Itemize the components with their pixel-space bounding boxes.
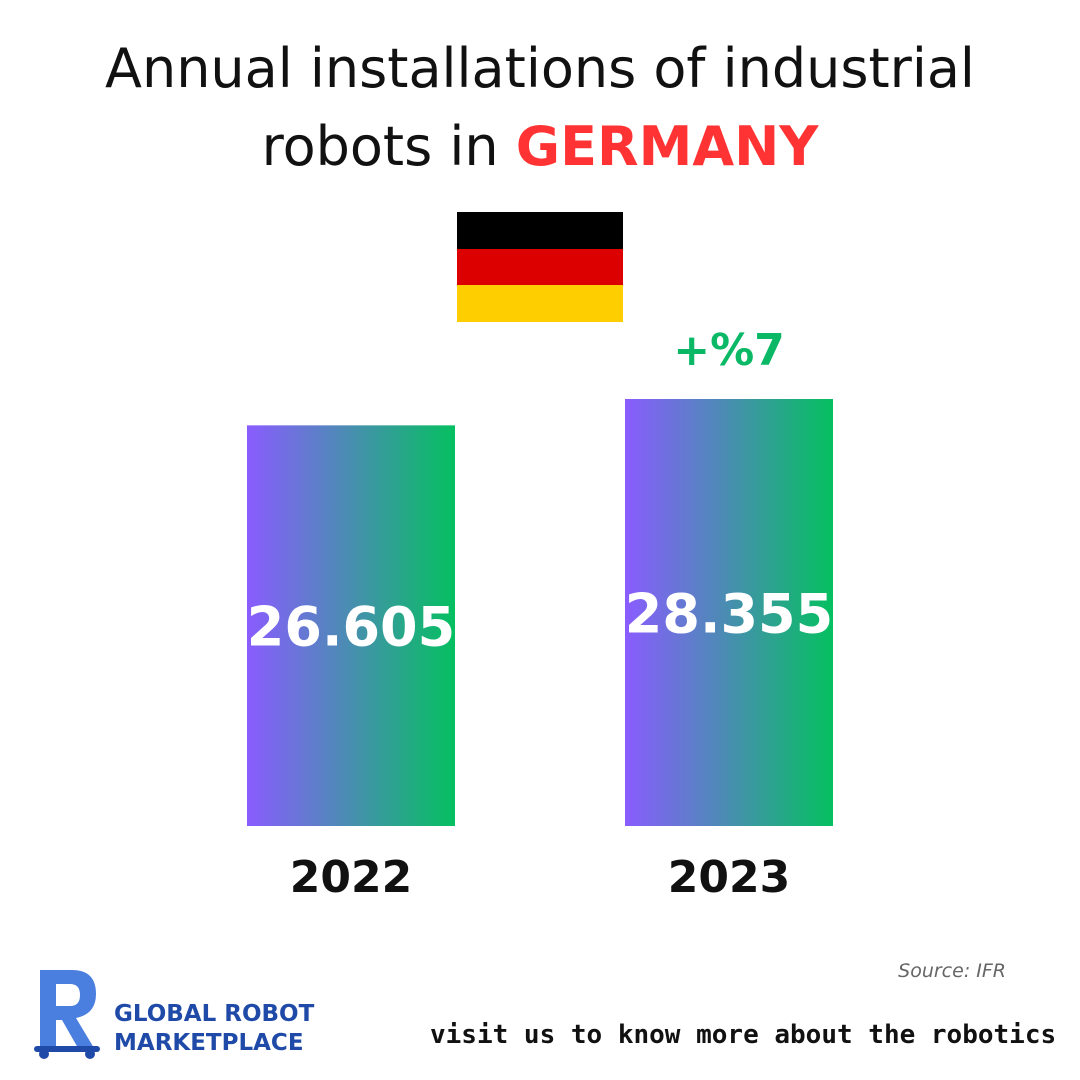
- flag-stripe-gold: [457, 285, 623, 322]
- flag-stripe-red: [457, 248, 623, 286]
- category-label-2023: 2023: [668, 852, 790, 903]
- bar-value-label-2023: 28.355: [625, 583, 833, 646]
- title-line-1: Annual installations of industrial: [105, 37, 975, 100]
- tagline-link[interactable]: visit us to know more about the robotics: [430, 1020, 1057, 1050]
- title-line-2: robots in GERMANY: [0, 108, 1080, 186]
- global-robot-marketplace-logo[interactable]: GLOBAL ROBOT MARKETPLACE: [30, 962, 360, 1062]
- source-note: Source: IFR: [898, 960, 1006, 982]
- logo-line-2: MARKETPLACE: [114, 1030, 304, 1056]
- growth-annotation: +%7: [673, 325, 785, 376]
- robot-letter-r-icon: [34, 970, 100, 1059]
- bar-2022: [247, 425, 455, 826]
- bar-value-label-2022: 26.605: [247, 596, 455, 659]
- logo-wordmark: GLOBAL ROBOT MARKETPLACE: [114, 1000, 314, 1058]
- chart-title: Annual installations of industrial robot…: [0, 30, 1080, 186]
- logo-line-1: GLOBAL ROBOT: [114, 1001, 315, 1027]
- bar-2023: [625, 399, 833, 826]
- title-line-2-prefix: robots in: [261, 115, 516, 178]
- title-country-highlight: GERMANY: [515, 115, 819, 178]
- flag-stripe-black: [457, 212, 623, 249]
- germany-flag-icon: [457, 212, 623, 322]
- category-label-2022: 2022: [290, 852, 412, 903]
